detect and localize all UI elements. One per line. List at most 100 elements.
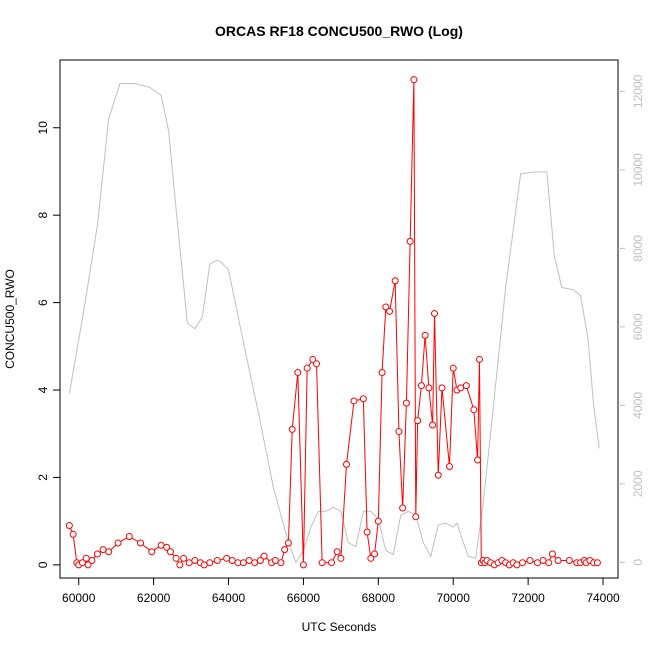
primary-point	[137, 539, 145, 547]
primary-point	[328, 559, 336, 567]
y2-tick-label: 0	[631, 559, 645, 566]
primary-point	[256, 557, 264, 565]
primary-point	[378, 369, 386, 377]
plot-frame	[59, 59, 619, 579]
primary-point	[251, 559, 259, 567]
primary-point	[294, 369, 302, 377]
y2-tick-label: 2000	[631, 470, 645, 497]
primary-point	[410, 76, 418, 84]
primary-point	[406, 237, 414, 245]
primary-point	[303, 364, 311, 372]
primary-point	[391, 277, 399, 285]
x-tick-label: 68000	[362, 591, 396, 605]
primary-point	[412, 513, 420, 521]
primary-point	[421, 331, 429, 339]
primary-point	[93, 550, 101, 558]
primary-point	[240, 559, 247, 567]
secondary-y-axis: 0 2000 4000 6000 8000 10000 12000	[618, 74, 645, 566]
primary-point	[213, 557, 221, 565]
primary-point	[337, 554, 345, 562]
primary-point	[288, 425, 296, 433]
y2-tick-label: 12000	[631, 74, 645, 108]
primary-point	[313, 360, 321, 368]
x-axis: 60000 62000 64000 66000 68000 70000 72000 74000	[62, 578, 620, 605]
x-tick-label: 64000	[212, 591, 246, 605]
y2-tick-label: 10000	[631, 153, 645, 187]
primary-point	[200, 561, 208, 569]
primary-point	[395, 428, 403, 436]
primary-point	[99, 546, 107, 554]
primary-point	[417, 382, 425, 390]
primary-point	[163, 543, 171, 551]
primary-point	[277, 559, 285, 567]
primary-point	[513, 561, 521, 569]
primary-point	[434, 471, 442, 479]
y-tick-label: 8	[36, 212, 50, 219]
primary-point	[382, 303, 390, 311]
y-tick-label: 2	[36, 474, 50, 481]
primary-point	[402, 399, 410, 407]
primary-point	[223, 554, 231, 562]
primary-point	[342, 460, 350, 468]
primary-point	[245, 557, 253, 565]
secondary-series	[68, 83, 600, 564]
primary-series	[65, 76, 601, 569]
primary-point	[533, 559, 541, 567]
y2-tick-label: 4000	[631, 392, 645, 419]
primary-point	[445, 463, 453, 471]
primary-point	[425, 384, 433, 392]
primary-point	[114, 539, 122, 547]
primary-point	[65, 522, 73, 530]
primary-point	[172, 554, 180, 562]
y-axis: 0 2 4 6 8 10	[36, 121, 60, 568]
primary-point	[367, 554, 375, 562]
primary-point	[157, 541, 165, 549]
primary-point	[539, 557, 547, 565]
primary-point	[271, 557, 279, 565]
primary-point	[206, 559, 214, 567]
secondary-series-line	[68, 83, 600, 564]
primary-point	[429, 421, 437, 429]
x-tick-label: 66000	[287, 591, 321, 605]
primary-point	[176, 561, 184, 569]
x-tick-label: 60000	[62, 591, 96, 605]
chart-title: ORCAS RF18 CONCU500_RWO (Log)	[215, 23, 463, 39]
primary-point	[281, 546, 289, 554]
primary-point	[228, 557, 236, 565]
y2-tick-label: 8000	[631, 235, 645, 262]
primary-point	[399, 504, 407, 512]
primary-point	[350, 397, 358, 405]
primary-point	[554, 557, 562, 565]
x-tick-label: 70000	[437, 591, 471, 605]
y2-tick-label: 6000	[631, 313, 645, 340]
x-axis-label: UTC Seconds	[302, 620, 377, 634]
primary-point	[457, 384, 465, 392]
primary-point	[449, 364, 457, 372]
primary-point	[69, 530, 77, 538]
primary-point	[88, 557, 96, 565]
primary-point	[545, 559, 553, 567]
primary-point	[475, 355, 483, 363]
primary-point	[191, 557, 199, 565]
primary-point	[474, 456, 482, 464]
x-tick-label: 72000	[511, 591, 545, 605]
primary-point	[180, 554, 188, 562]
primary-point	[548, 550, 556, 558]
primary-point	[82, 554, 90, 562]
primary-point	[526, 557, 534, 565]
y-tick-label: 4	[36, 386, 50, 393]
primary-point	[374, 517, 382, 525]
primary-point	[318, 559, 326, 567]
primary-point	[371, 550, 379, 558]
primary-point	[309, 355, 317, 363]
x-tick-label: 74000	[586, 591, 620, 605]
primary-point	[125, 532, 133, 540]
primary-point	[84, 561, 92, 569]
primary-point	[470, 406, 478, 414]
y-tick-label: 6	[36, 299, 50, 306]
primary-point	[431, 310, 438, 318]
primary-point	[386, 307, 394, 315]
primary-point	[462, 382, 470, 390]
